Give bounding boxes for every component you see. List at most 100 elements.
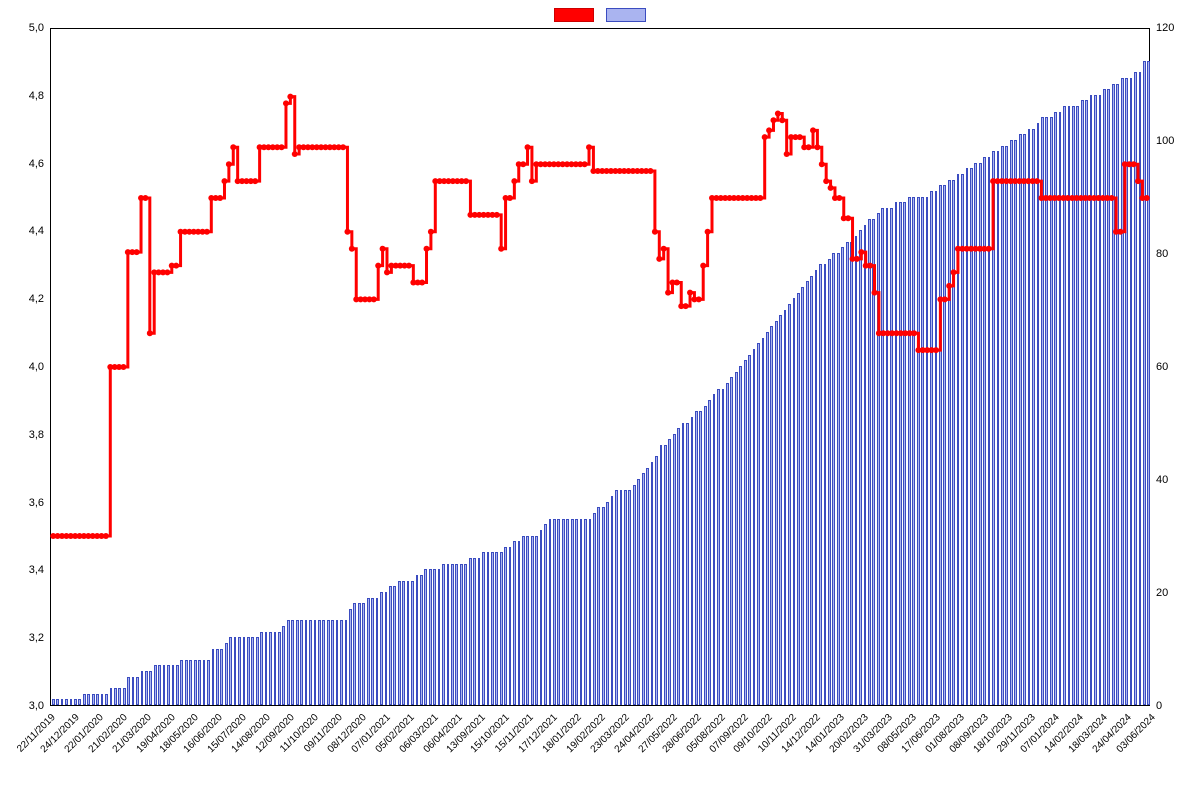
plot-area — [50, 28, 1150, 706]
line-marker — [986, 246, 992, 252]
line-marker — [173, 263, 179, 269]
line-marker — [823, 178, 829, 184]
line-marker — [525, 144, 531, 150]
line-marker — [375, 263, 381, 269]
line-marker — [845, 215, 851, 221]
line-marker — [757, 195, 763, 201]
line-marker — [762, 134, 768, 140]
line-marker — [463, 178, 469, 184]
line-marker — [1135, 178, 1141, 184]
line-marker — [1117, 229, 1123, 235]
y-left-tick: 5,0 — [0, 22, 48, 34]
y-left-tick: 3,2 — [0, 632, 48, 644]
line-marker — [946, 283, 952, 289]
line-marker — [858, 249, 864, 255]
y-left-tick: 3,4 — [0, 564, 48, 576]
line-marker — [797, 134, 803, 140]
line-marker — [406, 263, 412, 269]
line-marker — [1131, 161, 1137, 167]
line-marker — [428, 229, 434, 235]
y-right-tick: 80 — [1152, 248, 1200, 260]
line-marker — [661, 246, 667, 252]
line-marker — [498, 246, 504, 252]
line-marker — [252, 178, 258, 184]
y-right-tick: 40 — [1152, 474, 1200, 486]
line-marker — [217, 195, 223, 201]
line-marker — [828, 185, 834, 191]
line-path — [53, 97, 1147, 536]
line-marker — [705, 229, 711, 235]
line-marker — [775, 111, 781, 117]
line-marker — [494, 212, 500, 218]
line-marker — [933, 347, 939, 353]
line-marker — [511, 178, 517, 184]
line-marker — [204, 229, 210, 235]
line-marker — [134, 249, 140, 255]
line-marker — [142, 195, 148, 201]
line-marker — [674, 280, 680, 286]
line-marker — [221, 178, 227, 184]
line-marker — [340, 144, 346, 150]
x-axis: 22/11/201924/12/201922/01/202021/02/2020… — [50, 706, 1150, 796]
chart-container: 3,03,23,43,63,84,04,24,44,64,85,0 020406… — [0, 0, 1200, 800]
legend — [554, 8, 646, 22]
y-right-tick: 120 — [1152, 22, 1200, 34]
line-marker — [507, 195, 513, 201]
y-left-tick: 3,0 — [0, 700, 48, 712]
line-marker — [279, 144, 285, 150]
line-marker — [147, 330, 153, 336]
line-marker — [371, 296, 377, 302]
line-marker — [819, 161, 825, 167]
line-marker — [665, 290, 671, 296]
line-marker — [700, 263, 706, 269]
line-marker — [349, 246, 355, 252]
y-left-tick: 4,6 — [0, 158, 48, 170]
y-right-tick: 60 — [1152, 361, 1200, 373]
y-right-tick: 20 — [1152, 587, 1200, 599]
y-right-tick: 100 — [1152, 135, 1200, 147]
line-marker — [652, 229, 658, 235]
line-marker — [951, 269, 957, 275]
y-axis-right: 020406080100120 — [1152, 28, 1200, 706]
line-marker — [836, 195, 842, 201]
line-marker — [164, 269, 170, 275]
line-marker — [687, 290, 693, 296]
line-marker — [582, 161, 588, 167]
line-marker — [854, 256, 860, 262]
y-axis-left: 3,03,23,43,63,84,04,24,44,64,85,0 — [0, 28, 48, 706]
line-marker — [806, 144, 812, 150]
line-marker — [1109, 195, 1115, 201]
line-marker — [384, 269, 390, 275]
line-marker — [120, 364, 126, 370]
y-left-tick: 4,8 — [0, 90, 48, 102]
line-marker — [344, 229, 350, 235]
line-marker — [779, 117, 785, 123]
line-marker — [911, 330, 917, 336]
line-marker — [814, 144, 820, 150]
line-marker — [529, 178, 535, 184]
line-marker — [226, 161, 232, 167]
line-marker — [656, 256, 662, 262]
line-marker — [424, 246, 430, 252]
line-marker — [586, 144, 592, 150]
line-marker — [520, 161, 526, 167]
line-marker — [942, 296, 948, 302]
line-marker — [648, 168, 654, 174]
legend-swatch-line — [554, 8, 594, 22]
y-right-tick: 0 — [1152, 700, 1200, 712]
line-marker — [867, 263, 873, 269]
line-marker — [784, 151, 790, 157]
line-marker — [380, 246, 386, 252]
line-marker — [683, 303, 689, 309]
y-left-tick: 3,6 — [0, 497, 48, 509]
line-marker — [292, 151, 298, 157]
line-marker — [287, 94, 293, 100]
y-left-tick: 4,4 — [0, 225, 48, 237]
line-marker — [766, 127, 772, 133]
y-left-tick: 4,2 — [0, 293, 48, 305]
line-marker — [230, 144, 236, 150]
line-marker — [283, 100, 289, 106]
line-marker — [696, 296, 702, 302]
line-marker — [103, 533, 109, 539]
line-marker — [872, 290, 878, 296]
